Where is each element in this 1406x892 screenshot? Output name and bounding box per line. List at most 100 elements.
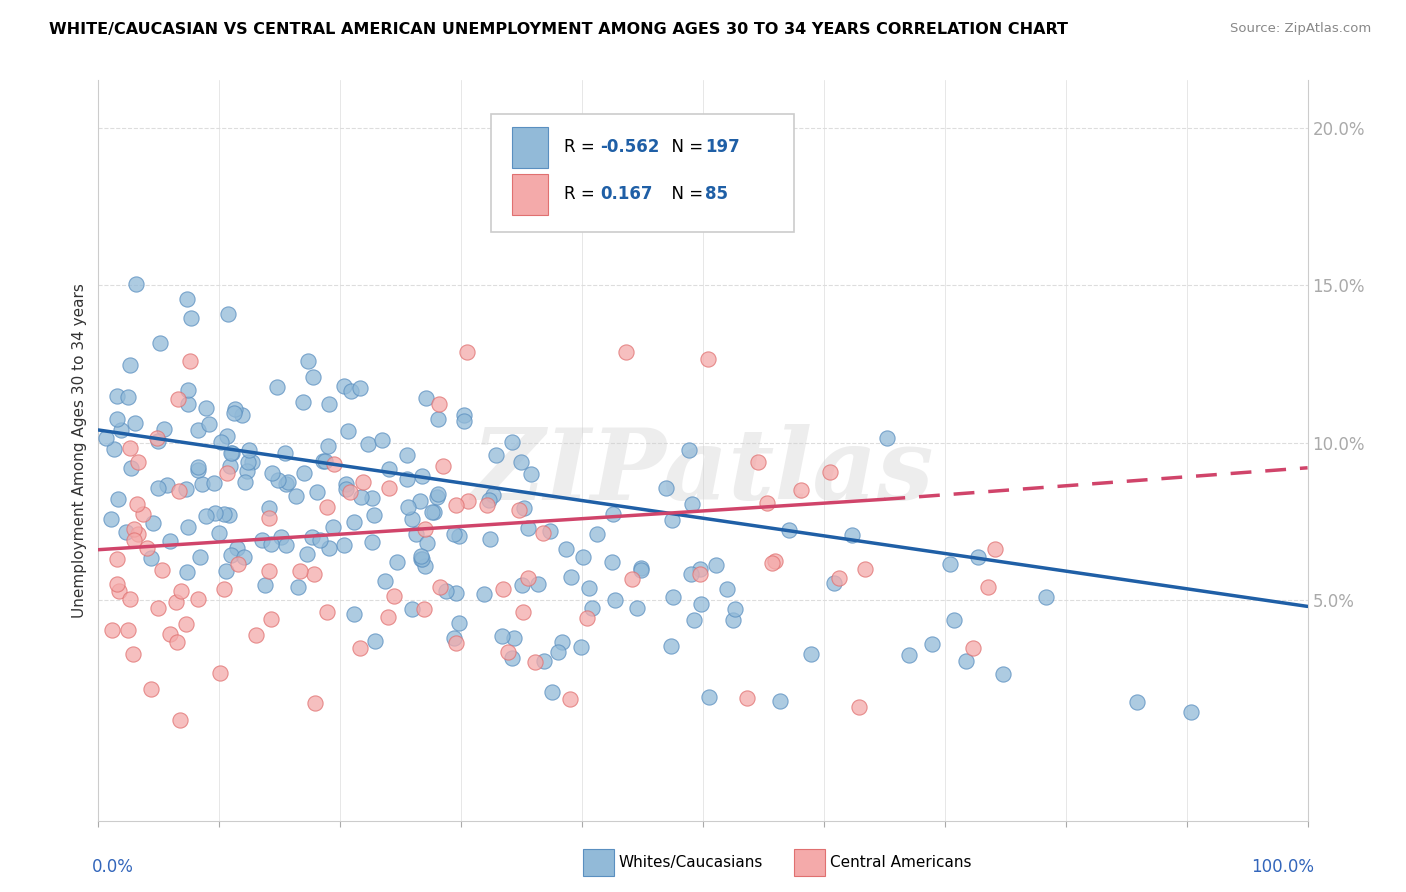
Point bbox=[316, 500, 339, 514]
Point bbox=[322, 519, 344, 533]
Point bbox=[194, 401, 217, 415]
Point bbox=[853, 562, 876, 576]
Point bbox=[620, 572, 643, 586]
Point bbox=[238, 442, 260, 457]
Point bbox=[224, 402, 246, 417]
Point bbox=[423, 505, 446, 519]
FancyBboxPatch shape bbox=[512, 174, 548, 215]
Point bbox=[491, 629, 513, 643]
Point bbox=[333, 538, 356, 552]
Point bbox=[236, 464, 259, 478]
Point bbox=[208, 666, 231, 681]
Point bbox=[823, 576, 845, 591]
Point bbox=[120, 461, 142, 475]
Point bbox=[174, 482, 197, 496]
Point bbox=[188, 549, 211, 564]
Point bbox=[382, 589, 405, 603]
Point bbox=[202, 476, 225, 491]
FancyBboxPatch shape bbox=[512, 127, 548, 168]
Text: ZIPatlas: ZIPatlas bbox=[472, 425, 934, 521]
Point bbox=[301, 530, 323, 544]
Point bbox=[533, 655, 555, 669]
Point bbox=[148, 600, 170, 615]
Point bbox=[550, 635, 572, 649]
Point bbox=[350, 490, 373, 504]
Point bbox=[662, 590, 685, 604]
Point bbox=[318, 397, 340, 411]
Point bbox=[447, 529, 470, 543]
Point bbox=[426, 490, 449, 504]
Point bbox=[472, 587, 495, 601]
Point bbox=[443, 631, 465, 645]
Point bbox=[401, 512, 423, 526]
Point bbox=[512, 578, 534, 592]
Point bbox=[396, 500, 419, 514]
Point bbox=[141, 551, 163, 566]
Y-axis label: Unemployment Among Ages 30 to 34 years: Unemployment Among Ages 30 to 34 years bbox=[72, 283, 87, 618]
Point bbox=[427, 487, 450, 501]
Point bbox=[737, 690, 759, 705]
Point bbox=[336, 424, 359, 438]
Point bbox=[360, 491, 382, 505]
Text: 197: 197 bbox=[706, 138, 740, 156]
Text: N =: N = bbox=[661, 138, 709, 156]
Point bbox=[716, 582, 738, 596]
Point bbox=[364, 634, 387, 648]
Point bbox=[217, 308, 239, 322]
Point bbox=[560, 570, 582, 584]
Point bbox=[149, 336, 172, 351]
Point bbox=[444, 636, 467, 650]
Point bbox=[966, 550, 988, 565]
Point bbox=[586, 527, 609, 541]
Point bbox=[257, 511, 280, 525]
Point bbox=[411, 549, 433, 564]
Point bbox=[219, 445, 242, 459]
Point bbox=[478, 533, 501, 547]
Point bbox=[453, 409, 475, 423]
Point bbox=[165, 595, 187, 609]
Point bbox=[510, 455, 533, 469]
Point bbox=[179, 354, 201, 368]
Point bbox=[512, 605, 534, 619]
Point bbox=[605, 593, 627, 607]
Point bbox=[520, 467, 543, 481]
Point bbox=[125, 277, 148, 292]
Point bbox=[415, 391, 437, 405]
Point bbox=[790, 483, 813, 497]
Point bbox=[457, 345, 479, 359]
Point bbox=[259, 500, 281, 515]
Point bbox=[195, 509, 218, 524]
Point bbox=[142, 516, 165, 531]
Point bbox=[385, 555, 408, 569]
Text: R =: R = bbox=[564, 186, 600, 203]
Point bbox=[427, 397, 450, 411]
Point bbox=[167, 392, 190, 406]
Point bbox=[215, 429, 238, 443]
Point bbox=[769, 693, 792, 707]
Point bbox=[141, 681, 163, 696]
Point bbox=[678, 443, 700, 458]
Point bbox=[159, 626, 181, 640]
Point bbox=[526, 576, 548, 591]
Point bbox=[377, 610, 399, 624]
Point bbox=[217, 466, 239, 480]
Point bbox=[187, 460, 209, 475]
Point bbox=[250, 533, 273, 548]
Point bbox=[105, 552, 128, 566]
Point bbox=[721, 613, 744, 627]
Point bbox=[177, 520, 200, 534]
Point bbox=[191, 476, 214, 491]
Point bbox=[224, 406, 246, 420]
Point bbox=[363, 508, 385, 523]
Point bbox=[478, 492, 501, 507]
Point bbox=[429, 581, 451, 595]
Point bbox=[146, 434, 169, 449]
Point bbox=[654, 481, 676, 495]
Point bbox=[208, 526, 231, 541]
Point bbox=[630, 563, 652, 577]
Point bbox=[578, 582, 600, 596]
Point bbox=[841, 528, 863, 542]
Point bbox=[101, 623, 124, 637]
Point bbox=[349, 640, 371, 655]
Point bbox=[349, 381, 371, 395]
